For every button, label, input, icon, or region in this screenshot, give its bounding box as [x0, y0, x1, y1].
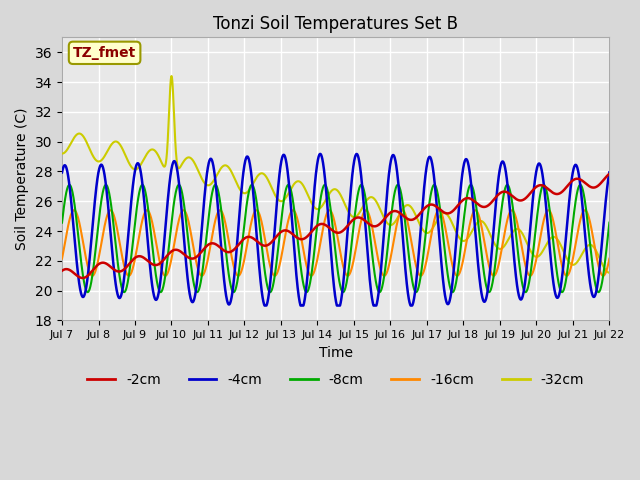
Title: Tonzi Soil Temperatures Set B: Tonzi Soil Temperatures Set B: [213, 15, 458, 33]
X-axis label: Time: Time: [319, 346, 353, 360]
Legend: -2cm, -4cm, -8cm, -16cm, -32cm: -2cm, -4cm, -8cm, -16cm, -32cm: [81, 368, 590, 393]
Text: TZ_fmet: TZ_fmet: [73, 46, 136, 60]
Y-axis label: Soil Temperature (C): Soil Temperature (C): [15, 108, 29, 250]
